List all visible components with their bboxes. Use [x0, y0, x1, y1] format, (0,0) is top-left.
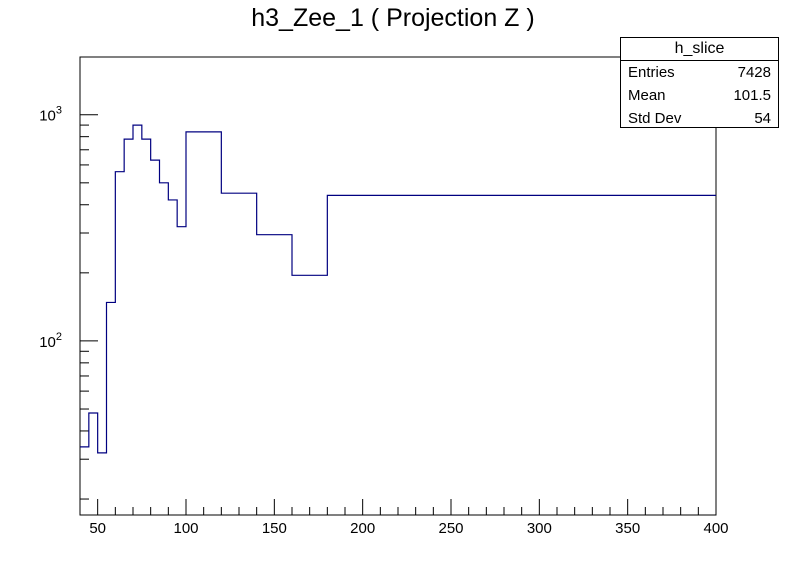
x-tick-label: 50	[89, 520, 106, 537]
histogram-series	[80, 124, 716, 454]
stats-value: 7428	[737, 64, 771, 81]
x-tick-label: 400	[703, 520, 728, 537]
stats-box: h_slice Entries 7428 Mean 101.5 Std Dev …	[620, 37, 779, 128]
stats-label: Std Dev	[628, 110, 682, 127]
x-tick-label: 250	[438, 520, 463, 537]
stats-row-entries: Entries 7428	[621, 61, 778, 84]
x-tick-label: 100	[173, 520, 198, 537]
stats-value: 101.5	[733, 87, 771, 104]
x-tick-label: 350	[615, 520, 640, 537]
histogram-line	[80, 124, 716, 454]
ticks	[79, 114, 717, 515]
stats-row-mean: Mean 101.5	[621, 84, 778, 107]
x-tick-label: 150	[262, 520, 287, 537]
stats-row-stddev: Std Dev 54	[621, 107, 778, 130]
stats-title: h_slice	[621, 38, 778, 61]
y-tick-label: 102	[39, 331, 62, 351]
y-tick-label: 103	[39, 105, 62, 125]
x-tick-label: 200	[350, 520, 375, 537]
chart-title: h3_Zee_1 ( Projection Z )	[251, 4, 535, 32]
stats-value: 54	[754, 110, 771, 127]
stats-label: Mean	[628, 87, 666, 104]
tick-labels: 50 100 150 200 250 300 350 400 102 103	[39, 105, 728, 537]
x-tick-label: 300	[527, 520, 552, 537]
stats-label: Entries	[628, 64, 675, 81]
